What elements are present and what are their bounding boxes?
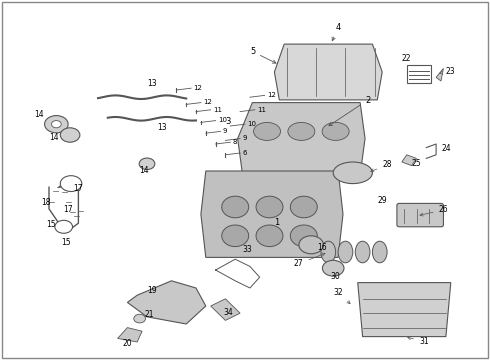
Text: 22: 22 xyxy=(402,54,411,63)
Ellipse shape xyxy=(321,241,336,263)
Polygon shape xyxy=(201,171,343,257)
Circle shape xyxy=(139,158,155,170)
Text: 9: 9 xyxy=(243,135,247,141)
Ellipse shape xyxy=(288,122,315,140)
Text: 28: 28 xyxy=(371,161,392,172)
Ellipse shape xyxy=(222,225,249,247)
Text: 3: 3 xyxy=(225,117,230,126)
Text: 13: 13 xyxy=(147,80,157,89)
Text: 31: 31 xyxy=(408,337,429,346)
Ellipse shape xyxy=(333,162,372,184)
Circle shape xyxy=(55,220,73,233)
Text: 15: 15 xyxy=(61,238,71,247)
Text: 24: 24 xyxy=(441,144,451,153)
Polygon shape xyxy=(238,103,365,175)
Text: 4: 4 xyxy=(332,23,341,41)
Text: 25: 25 xyxy=(412,159,421,168)
Text: 15: 15 xyxy=(47,220,56,229)
Text: 2: 2 xyxy=(329,96,370,126)
Text: 5: 5 xyxy=(250,47,276,63)
Text: 11: 11 xyxy=(213,107,222,113)
Polygon shape xyxy=(358,283,451,337)
Text: 14: 14 xyxy=(140,166,149,175)
Ellipse shape xyxy=(338,241,353,263)
Text: 17: 17 xyxy=(64,206,74,215)
Polygon shape xyxy=(118,328,142,342)
Ellipse shape xyxy=(372,241,387,263)
Ellipse shape xyxy=(290,225,318,247)
Text: 10: 10 xyxy=(247,121,256,127)
Text: 14: 14 xyxy=(34,110,44,119)
Text: 14: 14 xyxy=(49,134,59,143)
Text: 34: 34 xyxy=(223,308,233,317)
Text: 12: 12 xyxy=(203,99,212,105)
Text: 33: 33 xyxy=(243,245,252,254)
Text: 17: 17 xyxy=(74,184,83,193)
Text: 32: 32 xyxy=(333,288,350,303)
Circle shape xyxy=(299,236,323,254)
Text: 16: 16 xyxy=(318,243,327,252)
Circle shape xyxy=(60,128,80,142)
Bar xyxy=(407,65,431,83)
Circle shape xyxy=(51,121,61,128)
Text: 11: 11 xyxy=(257,107,266,113)
Ellipse shape xyxy=(254,122,281,140)
Text: 8: 8 xyxy=(233,139,237,145)
Text: 6: 6 xyxy=(243,150,247,156)
Text: 29: 29 xyxy=(377,197,387,206)
Circle shape xyxy=(45,116,68,133)
Text: 13: 13 xyxy=(157,123,167,132)
Text: 20: 20 xyxy=(122,339,132,348)
Text: 9: 9 xyxy=(223,128,227,134)
Polygon shape xyxy=(127,281,206,324)
Circle shape xyxy=(322,260,344,276)
FancyBboxPatch shape xyxy=(397,203,443,227)
Text: 12: 12 xyxy=(267,92,276,98)
Text: 21: 21 xyxy=(145,310,154,319)
Ellipse shape xyxy=(256,196,283,218)
Text: 26: 26 xyxy=(420,206,448,216)
Text: 27: 27 xyxy=(294,253,325,269)
Text: 10: 10 xyxy=(218,117,227,123)
Text: 18: 18 xyxy=(42,198,51,207)
Ellipse shape xyxy=(256,225,283,247)
Circle shape xyxy=(60,176,82,192)
Text: 1: 1 xyxy=(274,218,279,227)
Polygon shape xyxy=(436,68,443,81)
Text: 30: 30 xyxy=(331,272,341,281)
Ellipse shape xyxy=(322,122,349,140)
Polygon shape xyxy=(402,155,416,166)
Ellipse shape xyxy=(290,196,318,218)
Polygon shape xyxy=(274,44,382,100)
Polygon shape xyxy=(211,299,240,320)
Text: 23: 23 xyxy=(440,67,456,76)
Text: 19: 19 xyxy=(147,287,157,296)
Ellipse shape xyxy=(355,241,370,263)
Text: 12: 12 xyxy=(194,85,202,91)
Ellipse shape xyxy=(222,196,249,218)
Circle shape xyxy=(134,314,146,323)
